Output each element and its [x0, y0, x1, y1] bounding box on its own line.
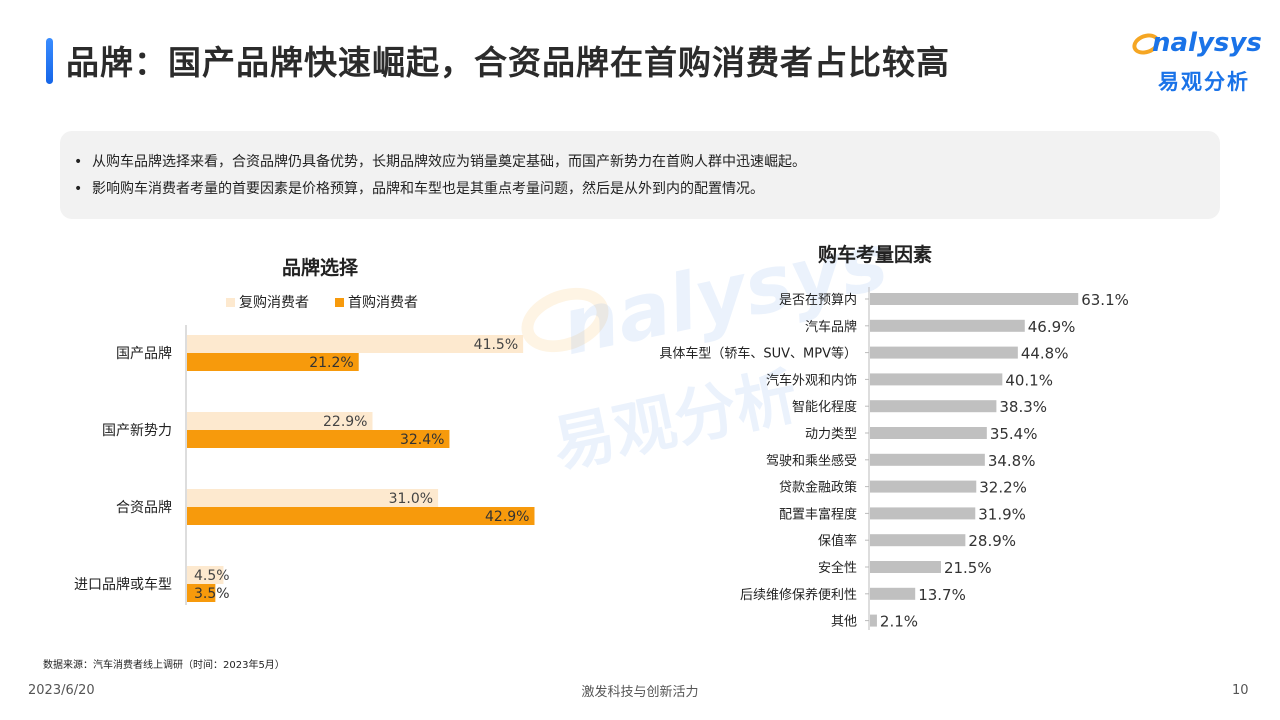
- value-label-first: 32.4%: [400, 432, 444, 448]
- category-label: 合资品牌: [116, 499, 172, 516]
- factor-label: 具体车型（轿车、SUV、MPV等）: [659, 346, 857, 362]
- footer-date: 2023/6/20: [28, 683, 95, 698]
- factor-label: 保值率: [818, 533, 857, 549]
- page-title: 品牌：国产品牌快速崛起，合资品牌在首购消费者占比较高: [66, 43, 950, 82]
- factor-value-label: 21.5%: [944, 559, 992, 577]
- bar-repeat: [187, 566, 224, 584]
- factor-bar: [870, 453, 985, 466]
- factor-value-label: 31.9%: [978, 505, 1026, 523]
- factor-label: 贷款金融政策: [779, 480, 857, 496]
- factor-value-label: 46.9%: [1028, 318, 1076, 336]
- category-label: 国产品牌: [116, 345, 172, 362]
- factor-value-label: 2.1%: [880, 613, 918, 631]
- logo-chinese-name: 易观分析: [1158, 70, 1250, 94]
- factor-value-label: 40.1%: [1005, 371, 1053, 389]
- value-label-repeat: 41.5%: [474, 337, 518, 353]
- value-label-repeat: 4.5%: [194, 568, 230, 584]
- summary-bullet: • 从购车品牌选择来看，合资品牌仍具备优势，长期品牌效应为销量奠定基础，而国产新势…: [74, 149, 1220, 176]
- bar-first: [187, 430, 450, 448]
- factor-bar: [870, 561, 941, 573]
- factor-value-label: 34.8%: [988, 452, 1036, 470]
- factor-label: 后续维修保养便利性: [740, 587, 857, 603]
- purchase-factor-chart: 是否在预算内 63.1% 汽车品牌 46.9% 具体车型（轿车、SUV、MPV等） 44.…: [659, 287, 1129, 631]
- factor-label: 动力类型: [805, 427, 857, 442]
- value-label-first: 42.9%: [485, 509, 529, 525]
- factor-value-label: 44.8%: [1021, 345, 1069, 363]
- factor-label: 汽车外观和内饰: [766, 372, 857, 388]
- summary-bullet-text: 影响购车消费者考量的首要因素是价格预算，品牌和车型也是其重点考量问题，然后是从外…: [92, 181, 764, 197]
- factor-bar: [870, 346, 1018, 359]
- bar-first: [187, 353, 359, 371]
- factor-value-label: 35.4%: [990, 425, 1038, 443]
- data-source-note: 数据来源：汽车消费者线上调研（时间：2023年5月）: [43, 660, 285, 671]
- brand-chart-title: 品牌选择: [282, 257, 359, 279]
- title-accent-bar: [46, 38, 53, 84]
- factor-label: 汽车品牌: [805, 319, 857, 335]
- factor-label: 是否在预算内: [779, 292, 857, 308]
- bar-repeat: [187, 489, 439, 507]
- factor-bar: [870, 293, 1079, 305]
- factor-bar: [870, 427, 987, 439]
- bar-first: [187, 507, 535, 525]
- bar-repeat: [187, 335, 524, 353]
- summary-bullet: • 影响购车消费者考量的首要因素是价格预算，品牌和车型也是其重点考量问题，然后是从…: [74, 176, 1220, 203]
- factor-label: 其他: [831, 615, 857, 630]
- analysys-logo: nalysys 易观分析: [1129, 28, 1262, 94]
- factor-value-label: 38.3%: [999, 398, 1047, 416]
- factor-value-label: 32.2%: [979, 479, 1027, 497]
- factor-bar: [870, 400, 997, 413]
- factor-bar: [870, 480, 977, 493]
- factor-label: 配置丰富程度: [779, 506, 857, 522]
- category-label: 国产新势力: [102, 423, 172, 439]
- factor-bar: [870, 614, 877, 627]
- factor-label: 安全性: [818, 560, 857, 576]
- value-label-first: 3.5%: [194, 586, 230, 602]
- factor-bar: [870, 373, 1003, 386]
- page-number: 10: [1232, 683, 1249, 698]
- bullet-dot-icon: •: [74, 154, 83, 170]
- bar-repeat: [187, 412, 373, 430]
- legend-label-repeat: 复购消费者: [239, 294, 309, 311]
- factor-bar: [870, 319, 1025, 332]
- factor-chart-title: 购车考量因素: [818, 244, 933, 266]
- factor-value-label: 63.1%: [1081, 291, 1129, 309]
- factor-value-label: 28.9%: [968, 532, 1016, 550]
- bar-first: [187, 584, 216, 602]
- factor-value-label: 13.7%: [918, 586, 966, 604]
- legend-label-first: 首购消费者: [348, 295, 418, 311]
- footer-slogan: 激发科技与创新活力: [581, 685, 699, 700]
- factor-label: 驾驶和乘坐感受: [766, 453, 857, 469]
- factor-label: 智能化程度: [792, 399, 857, 415]
- legend-swatch-repeat: [226, 298, 235, 307]
- value-label-repeat: 22.9%: [323, 414, 367, 430]
- factor-bar: [870, 507, 976, 520]
- summary-box: • 从购车品牌选择来看，合资品牌仍具备优势，长期品牌效应为销量奠定基础，而国产新势…: [60, 131, 1220, 219]
- summary-bullet-text: 从购车品牌选择来看，合资品牌仍具备优势，长期品牌效应为销量奠定基础，而国产新势力…: [92, 154, 806, 170]
- legend-swatch-first: [335, 298, 344, 307]
- value-label-first: 21.2%: [309, 355, 353, 371]
- factor-bar: [870, 534, 966, 547]
- category-label: 进口品牌或车型: [74, 576, 172, 593]
- bullet-dot-icon: •: [74, 181, 83, 197]
- value-label-repeat: 31.0%: [389, 491, 433, 507]
- factor-bar: [870, 587, 916, 600]
- logo-wordmark: nalysys: [1152, 28, 1262, 58]
